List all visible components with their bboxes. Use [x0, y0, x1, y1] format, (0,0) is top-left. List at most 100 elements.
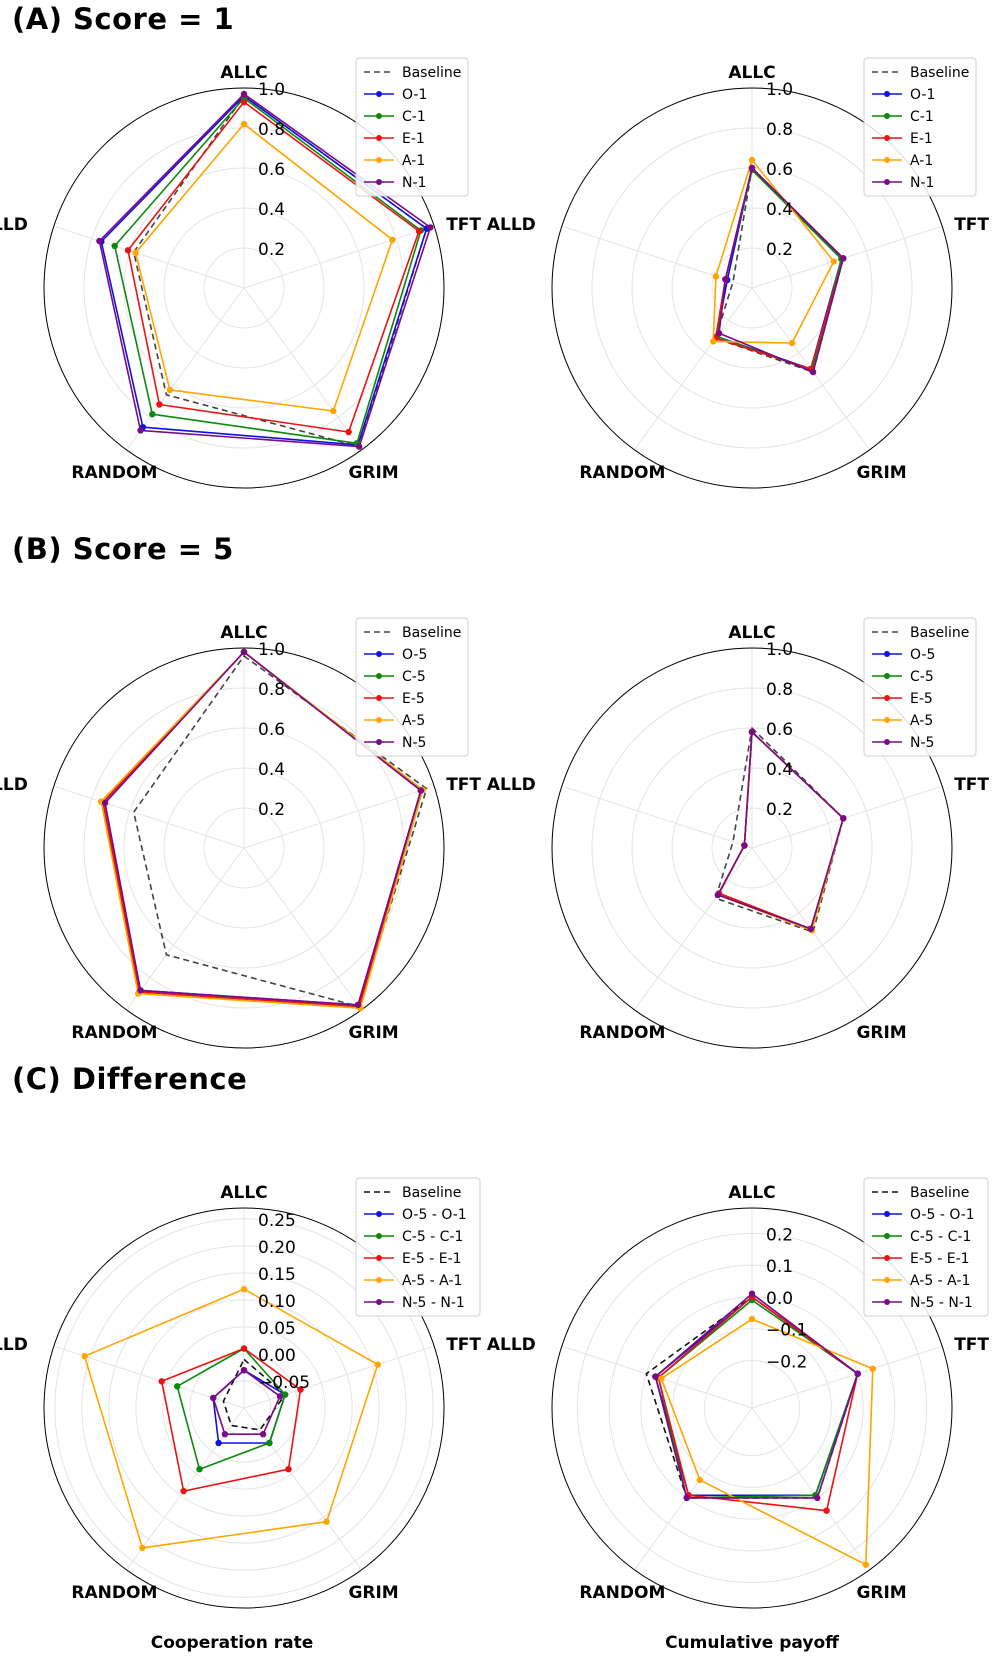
legend-marker-n-1 — [884, 179, 890, 185]
radar-chart-c-right: −0.2 −0.1 0.0 0.1 0.2 ALLC TFT GRIM RANDOM ALLD Ba… — [487, 1177, 989, 1609]
data-point-n-1 — [840, 255, 847, 262]
legend-label-a-5-a-1: A-5 - A-1 — [402, 1273, 462, 1289]
radial-tick-label: 0.10 — [258, 1292, 296, 1312]
axis-label-allc: ALLC — [220, 623, 267, 643]
data-point-n-5 — [417, 787, 425, 794]
grid-spoke — [126, 287, 245, 451]
grid-spoke — [751, 785, 943, 849]
radial-tick-label: 0.8 — [766, 120, 793, 140]
data-point-a-5-a-1 — [323, 1518, 330, 1525]
axis-label-tft: TFT — [446, 215, 481, 235]
data-point-e-1 — [345, 428, 352, 436]
data-point-c-1 — [149, 411, 156, 418]
legend-label-a-1: A-1 — [910, 153, 933, 169]
legend-label-baseline: Baseline — [402, 65, 461, 81]
data-point-a-5-a-1 — [374, 1361, 381, 1368]
data-point-n-1 — [748, 164, 756, 172]
legend-label-e-5: E-5 — [910, 691, 933, 707]
legend-marker-o-5-o-1 — [376, 1211, 382, 1217]
data-point-n-5-n-1 — [259, 1431, 267, 1438]
grid-spoke — [634, 1407, 753, 1571]
legend-marker-e-5-e-1 — [884, 1255, 890, 1261]
legend-label-c-1: C-1 — [910, 109, 934, 125]
legend-label-n-5-n-1: N-5 - N-1 — [910, 1295, 973, 1311]
series-line-a-5-a-1 — [660, 1318, 874, 1566]
legend-label-o-1: O-1 — [910, 87, 935, 103]
legend-label-n-1: N-1 — [402, 175, 426, 191]
legend-label-e-5-e-1: E-5 - E-1 — [910, 1251, 970, 1267]
grid-spoke — [243, 287, 362, 451]
data-point-n-5 — [741, 842, 748, 849]
data-point-n-1 — [722, 276, 729, 283]
series-line-a-1 — [134, 123, 394, 412]
data-point-n-5-n-1 — [240, 1367, 248, 1374]
grid-spoke — [243, 225, 435, 289]
radial-tick-label: 0.2 — [258, 800, 285, 820]
radial-tick-label: 0.05 — [258, 1319, 296, 1339]
legend-label-c-1: C-1 — [402, 109, 426, 125]
legend-label-o-5-o-1: O-5 - O-1 — [910, 1207, 975, 1223]
data-point-a-5-a-1 — [658, 1375, 665, 1382]
outer-circle — [551, 647, 953, 1049]
legend-marker-e-5-e-1 — [376, 1255, 382, 1261]
series-line-a-1 — [712, 159, 835, 344]
legend-marker-c-1 — [884, 113, 890, 119]
legend-label-n-5: N-5 — [402, 735, 426, 751]
legend-marker-a-5-a-1 — [884, 1277, 890, 1283]
radial-tick-label: 0.1 — [766, 1257, 793, 1277]
legend-marker-n-1 — [376, 179, 382, 185]
series-line-baseline — [222, 1358, 286, 1431]
legend-label-o-1: O-1 — [402, 87, 427, 103]
data-point-a-5-a-1 — [696, 1476, 703, 1484]
series-line-c-1 — [113, 97, 422, 445]
radial-tick-label: 1.0 — [766, 80, 793, 100]
radar-chart-c-left: −0.05 0.00 0.05 0.10 0.15 0.20 0.25 ALLC TFT GRIM… — [0, 1177, 481, 1609]
grid-spoke — [634, 287, 753, 451]
legend-label-c-5-c-1: C-5 - C-1 — [402, 1229, 463, 1245]
legend-label-n-1: N-1 — [910, 175, 934, 191]
data-point-e-5-e-1 — [823, 1507, 830, 1514]
radial-tick-label: 0.0 — [766, 1289, 793, 1309]
data-point-a-5-a-1 — [748, 1315, 756, 1323]
series-line-o-1 — [100, 95, 428, 446]
data-point-n-5-n-1 — [652, 1373, 659, 1380]
axis-label-allc: ALLC — [220, 63, 267, 83]
data-point-c-5-c-1 — [196, 1466, 203, 1473]
legend-box — [863, 617, 977, 757]
axis-label-tft: TFT — [954, 1335, 989, 1355]
legend-label-baseline: Baseline — [910, 1185, 969, 1201]
legend-marker-n-5-n-1 — [884, 1299, 890, 1305]
series-line-e-5-e-1 — [160, 1347, 302, 1492]
axis-label-allc: ALLC — [728, 63, 775, 83]
series-line-e-1 — [127, 101, 420, 433]
outer-circle — [43, 1207, 445, 1609]
data-point-a-1 — [240, 120, 248, 128]
data-point-e-1 — [124, 247, 132, 254]
legend-marker-o-5 — [884, 651, 890, 657]
grid-spoke — [751, 1345, 943, 1409]
data-point-n-5 — [807, 925, 814, 933]
legend-marker-e-5 — [376, 695, 382, 701]
series-line-baseline — [645, 1296, 859, 1499]
axis-label-allc: ALLC — [728, 1183, 775, 1203]
data-point-a-1 — [788, 339, 796, 347]
legend-box — [355, 1177, 481, 1317]
grid-spoke — [561, 225, 753, 289]
axis-label-alld: ALLD — [0, 775, 28, 795]
axis-label-alld: ALLD — [487, 1335, 536, 1355]
axis-label-alld: ALLD — [487, 775, 536, 795]
grid-spoke — [751, 225, 943, 289]
grid-spoke — [561, 785, 753, 849]
data-point-a-5-a-1 — [139, 1544, 146, 1552]
legend-marker-a-1 — [884, 157, 890, 163]
series-line-n-5 — [717, 731, 845, 930]
data-point-a-5-a-1 — [869, 1365, 876, 1373]
legend-marker-c-5 — [376, 673, 382, 679]
axis-label-allc: ALLC — [220, 1183, 267, 1203]
legend-label-a-5: A-5 — [402, 713, 425, 729]
radial-tick-label: 0.6 — [766, 720, 793, 740]
legend-marker-o-5-o-1 — [884, 1211, 890, 1217]
axis-label-alld: ALLD — [487, 215, 536, 235]
axis-label-tft: TFT — [446, 775, 481, 795]
